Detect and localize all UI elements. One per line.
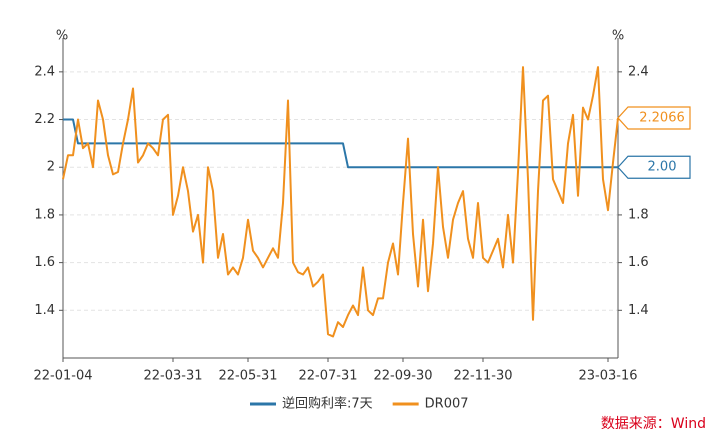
x-tick-label: 22-07-31 (298, 369, 357, 384)
x-tick-label: 22-01-04 (33, 369, 92, 384)
source: 数据来源：Wind (601, 416, 706, 432)
y2-tick-label: 1.8 (628, 207, 649, 222)
y-tick-label: 1.4 (34, 303, 55, 318)
value-callout (617, 106, 691, 130)
x-tick-label: 22-03-31 (143, 369, 202, 384)
y2-tick-label: 1.6 (628, 255, 649, 270)
y-tick-label: 2.4 (34, 64, 55, 79)
value-label: 2.2066 (639, 110, 685, 125)
x-tick-label: 22-11-30 (453, 369, 512, 384)
y2-unit: % (612, 29, 624, 44)
legend-label: DR007 (425, 397, 469, 412)
x-tick-label: 22-05-31 (218, 369, 277, 384)
x-tick-label: 23-03-16 (578, 369, 637, 384)
y-tick-label: 1.8 (34, 207, 55, 222)
x-tick-label: 22-09-30 (373, 369, 432, 384)
y-tick-label: 2.2 (34, 112, 55, 127)
y-unit: % (56, 29, 68, 44)
y2-tick-label: 1.4 (628, 303, 649, 318)
y2-tick-label: 2.4 (628, 64, 649, 79)
y-tick-label: 1.6 (34, 255, 55, 270)
legend-label: 逆回购利率:7天 (282, 396, 373, 412)
value-label: 2.00 (648, 160, 677, 175)
value-callout (617, 155, 691, 179)
series-line (62, 66, 619, 338)
series-line (63, 118, 618, 169)
y-tick-label: 2 (47, 160, 55, 175)
